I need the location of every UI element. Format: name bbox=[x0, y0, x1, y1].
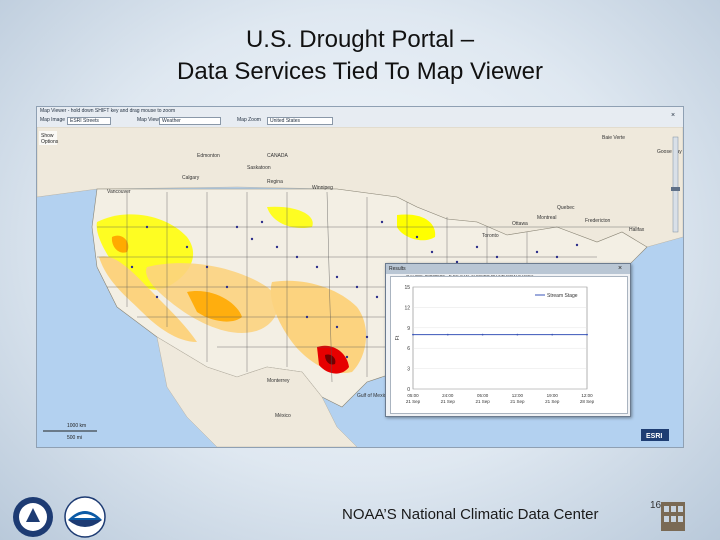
label-ottawa: Ottawa bbox=[512, 221, 528, 227]
drought-region-great-lakes bbox=[397, 214, 436, 241]
x-tick-label: 05:00 bbox=[477, 393, 489, 398]
legend-label: Stream Stage bbox=[547, 293, 578, 299]
data-point bbox=[412, 333, 414, 336]
y-axis-label: Ft bbox=[395, 335, 401, 340]
x-tick-label: 12:00 bbox=[581, 393, 593, 398]
page-number: 16 bbox=[650, 500, 662, 511]
label-halifax: Halifax bbox=[629, 227, 645, 233]
svg-text:ESRI: ESRI bbox=[646, 433, 662, 440]
label-fredericton: Fredericton bbox=[585, 218, 611, 224]
label-quebec: Quebec bbox=[557, 205, 575, 211]
close-icon[interactable]: × bbox=[671, 112, 676, 119]
label-mexico: México bbox=[275, 413, 291, 419]
drought-region-texas bbox=[270, 280, 367, 373]
label-montreal: Montreal bbox=[537, 215, 556, 221]
nav-show-label: Show bbox=[41, 133, 54, 139]
label-saskatoon: Saskatoon bbox=[247, 165, 271, 171]
y-tick-label: 12 bbox=[404, 305, 410, 311]
label-baie-verte: Baie Verte bbox=[602, 135, 625, 141]
nav-options-label: Options bbox=[41, 139, 59, 145]
label-gulf: Gulf of Mexico bbox=[357, 393, 389, 399]
drought-region-arizona bbox=[187, 291, 242, 322]
noaa-logo bbox=[64, 496, 106, 538]
map-image-label: Map Image bbox=[40, 117, 66, 123]
map-zoom-select[interactable]: United States bbox=[267, 117, 333, 125]
label-monterrey: Monterrey bbox=[267, 378, 290, 384]
data-point bbox=[516, 333, 519, 336]
x-tick-label: 24:00 bbox=[442, 393, 454, 398]
label-regina: Regina bbox=[267, 179, 283, 185]
esri-logo: ESRI bbox=[641, 429, 669, 441]
y-tick-label: 6 bbox=[407, 346, 410, 352]
label-calgary: Calgary bbox=[182, 175, 200, 181]
label-vancouver: Vancouver bbox=[107, 189, 131, 195]
data-point bbox=[446, 333, 449, 336]
data-point bbox=[481, 333, 484, 336]
map-toolbar: Map Viewer - hold down SHIFT key and dra… bbox=[37, 107, 683, 128]
map-viewer-screenshot: Map Viewer - hold down SHIFT key and dra… bbox=[36, 106, 684, 448]
x-tick-label-date: 28 Sep bbox=[580, 399, 595, 404]
x-tick-label-date: 21 Sep bbox=[510, 399, 525, 404]
nav-control[interactable]: Show Options bbox=[39, 131, 59, 145]
popup-titlebar: Results × bbox=[386, 264, 630, 274]
x-tick-label-date: 21 Sep bbox=[545, 399, 560, 404]
plot-area bbox=[412, 286, 588, 390]
x-tick-label: 05:00 bbox=[407, 393, 419, 398]
popup-close-icon[interactable]: × bbox=[618, 265, 623, 272]
slide-title-line1: U.S. Drought Portal – bbox=[245, 26, 475, 53]
slide-title-line2: Data Services Tied To Map Viewer bbox=[177, 58, 543, 85]
zoom-slider[interactable] bbox=[671, 136, 680, 233]
map-zoom-label: Map Zoom bbox=[237, 117, 261, 123]
x-tick-label: 19:00 bbox=[547, 393, 559, 398]
commerce-seal bbox=[13, 497, 53, 537]
scale-km: 1000 km bbox=[67, 423, 86, 429]
label-goose-bay: Goose Bay bbox=[657, 149, 682, 155]
x-tick-label-date: 21 Sep bbox=[441, 399, 456, 404]
slide-title: U.S. Drought Portal – Data Services Tied… bbox=[0, 24, 720, 88]
label-winnipeg: Winnipeg bbox=[312, 185, 333, 191]
map-image-select[interactable]: ESRI Streets bbox=[67, 117, 111, 125]
popup-title: Results bbox=[389, 266, 406, 272]
ncdc-building-icon bbox=[661, 502, 685, 531]
data-point bbox=[586, 333, 588, 336]
footer-text: NOAA’S National Climatic Data Center bbox=[342, 506, 599, 523]
x-tick-label: 12:00 bbox=[512, 393, 524, 398]
y-tick-label: 15 bbox=[404, 285, 410, 291]
label-edmonton: Edmonton bbox=[197, 153, 220, 159]
y-tick-label: 3 bbox=[407, 367, 410, 373]
label-toronto: Toronto bbox=[482, 233, 499, 239]
drought-region-nevada bbox=[111, 235, 129, 253]
drought-region-california bbox=[99, 256, 197, 342]
map-view-label: Map View bbox=[137, 117, 159, 123]
results-popup: Results × GAUGE: 08070500 - E FK SAN JAC… bbox=[385, 263, 631, 417]
map-view-select[interactable]: Weather bbox=[159, 117, 221, 125]
x-tick-label-date: 21 Sep bbox=[475, 399, 490, 404]
mexico-landmass bbox=[156, 336, 358, 447]
data-point bbox=[551, 333, 554, 336]
x-tick-label-date: 21 Sep bbox=[406, 399, 421, 404]
scale-mi: 500 mi bbox=[67, 435, 82, 441]
scale-bar: 1000 km 500 mi bbox=[43, 423, 97, 441]
label-canada: CANADA bbox=[267, 153, 289, 159]
y-tick-label: 9 bbox=[407, 326, 410, 332]
drought-region-north-plains bbox=[267, 206, 313, 229]
y-tick-label: 0 bbox=[407, 387, 410, 393]
app-title: Map Viewer - hold down SHIFT key and dra… bbox=[40, 108, 176, 114]
drought-region-texas-d4 bbox=[325, 354, 336, 365]
map-labels: CANADA México Gulf of Mexico Edmonton Ca… bbox=[107, 135, 682, 419]
